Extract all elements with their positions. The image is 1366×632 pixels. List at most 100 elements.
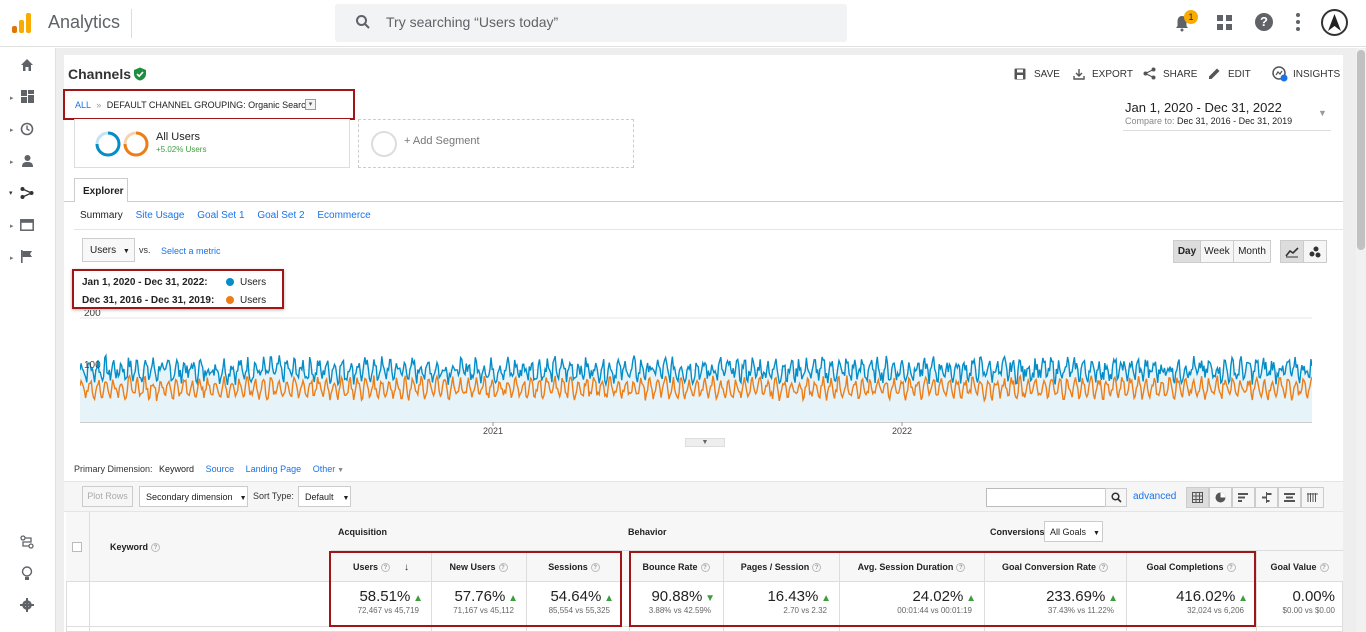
share-icon[interactable] (1143, 67, 1156, 80)
expand-arrow-icon[interactable]: ▸ (10, 95, 14, 102)
insights-icon[interactable] (1272, 66, 1288, 82)
analytics-logo-icon[interactable] (10, 11, 34, 35)
group-header-row (331, 512, 1343, 551)
expand-arrow-icon[interactable]: ▸ (10, 223, 14, 230)
help-circle-icon[interactable]: ? (1226, 563, 1236, 573)
save-icon[interactable] (1014, 68, 1026, 80)
chart-collapse-handle[interactable]: ▼ (685, 438, 725, 447)
add-segment-card[interactable] (358, 119, 634, 168)
week-button[interactable]: Week (1200, 240, 1234, 263)
column-header[interactable]: Users? ↓ (352, 562, 410, 573)
term-cloud-view-button[interactable] (1278, 487, 1301, 508)
help-circle-icon[interactable]: ? (151, 543, 161, 553)
help-circle-icon[interactable]: ? (1099, 563, 1109, 573)
help-circle-icon[interactable]: ? (700, 563, 710, 573)
dimension-source[interactable]: Source (205, 464, 235, 474)
more-vert-icon[interactable] (1296, 13, 1300, 31)
column-header[interactable]: Pages / Session? (723, 562, 839, 573)
expand-arrow-icon[interactable]: ▸ (10, 159, 14, 166)
help-circle-icon[interactable]: ? (812, 563, 822, 573)
home-icon[interactable] (20, 58, 34, 72)
column-header[interactable]: Avg. Session Duration? (839, 562, 984, 573)
clock-icon[interactable] (20, 122, 34, 136)
subtab-site-usage[interactable]: Site Usage (135, 210, 185, 221)
sort-type-select[interactable]: Default ▼ (298, 486, 351, 507)
month-button[interactable]: Month (1233, 240, 1271, 263)
breadcrumb-all-link[interactable]: ALL (75, 100, 91, 110)
date-range[interactable]: Jan 1, 2020 - Dec 31, 2022 (1125, 100, 1282, 115)
subtab-goal-set-2[interactable]: Goal Set 2 (257, 210, 305, 221)
day-button[interactable]: Day (1173, 240, 1201, 263)
apps-grid-icon[interactable] (1217, 15, 1232, 30)
column-header[interactable]: New Users? (431, 562, 526, 573)
select-all-checkbox[interactable] (72, 542, 82, 552)
scrollbar[interactable] (1356, 48, 1366, 632)
export-icon[interactable] (1073, 68, 1085, 80)
comparison-view-button[interactable] (1255, 487, 1278, 508)
sort-type-value: Default (305, 492, 334, 502)
sort-arrow-icon[interactable]: ↓ (404, 562, 410, 573)
subtab-summary[interactable]: Summary (80, 210, 123, 221)
motion-chart-toggle[interactable] (1303, 240, 1327, 263)
column-header[interactable]: Goal Completions? (1126, 562, 1256, 573)
search-input[interactable] (335, 4, 847, 42)
help-circle-icon[interactable]: ? (956, 563, 966, 573)
table-filter-input[interactable] (986, 488, 1106, 507)
save-button[interactable]: SAVE (1034, 69, 1060, 80)
add-segment-button[interactable]: + Add Segment (404, 135, 480, 147)
subtab-goal-set-1[interactable]: Goal Set 1 (197, 210, 245, 221)
pie-view-button[interactable] (1209, 487, 1232, 508)
metric-value: 58.51% (359, 588, 411, 605)
help-circle-icon[interactable]: ? (498, 563, 508, 573)
dimension-other[interactable]: Other (312, 464, 336, 474)
scrollbar-thumb[interactable] (1357, 50, 1365, 250)
help-circle-icon[interactable]: ? (590, 563, 600, 573)
export-button[interactable]: EXPORT (1092, 69, 1133, 80)
person-icon[interactable] (21, 154, 34, 167)
pivot-view-button[interactable] (1301, 487, 1324, 508)
gear-icon[interactable] (20, 598, 34, 612)
expand-arrow-icon[interactable]: ▸ (10, 127, 14, 134)
column-header[interactable]: Bounce Rate? (629, 562, 723, 573)
compare-range[interactable]: Compare to: Dec 31, 2016 - Dec 31, 2019 (1125, 116, 1292, 126)
secondary-dimension-select[interactable]: Secondary dimension ▼ (139, 486, 248, 507)
tab-explorer[interactable]: Explorer (74, 178, 128, 202)
help-icon[interactable]: ? (1255, 13, 1273, 31)
attribution-icon[interactable] (20, 535, 34, 549)
segment-delta: +5.02% Users (156, 145, 207, 154)
column-header[interactable]: Goal Conversion Rate? (984, 562, 1126, 573)
advanced-filter-link[interactable]: advanced (1133, 491, 1177, 502)
keyword-header[interactable]: Keyword? (110, 542, 161, 553)
edit-icon[interactable] (1208, 67, 1221, 80)
share-button[interactable]: SHARE (1163, 69, 1198, 80)
lightbulb-icon[interactable] (21, 566, 33, 581)
edit-button[interactable]: EDIT (1228, 69, 1251, 80)
column-header[interactable]: Sessions? (526, 562, 622, 573)
select-metric-link[interactable]: Select a metric (161, 246, 221, 256)
column-header[interactable]: Goal Value? (1256, 562, 1343, 573)
dashboard-icon[interactable] (21, 90, 34, 103)
line-chart-toggle[interactable] (1280, 240, 1304, 263)
help-circle-icon[interactable]: ? (1319, 563, 1329, 573)
goals-select[interactable]: All Goals ▼ (1044, 521, 1103, 542)
flag-icon[interactable] (21, 250, 33, 263)
plot-rows-button[interactable]: Plot Rows (82, 486, 133, 507)
insights-button[interactable]: INSIGHTS (1293, 69, 1341, 80)
dimension-landing-page[interactable]: Landing Page (245, 464, 302, 474)
help-circle-icon[interactable]: ? (381, 563, 391, 573)
dimension-keyword[interactable]: Keyword (159, 464, 195, 474)
metric-detail: 32,024 vs 6,206 (1187, 606, 1244, 615)
filter-search-button[interactable] (1105, 488, 1127, 507)
performance-view-button[interactable] (1232, 487, 1255, 508)
metric-select[interactable]: Users ▼ (82, 238, 135, 262)
breadcrumb-dropdown-icon[interactable]: ▾ (305, 99, 316, 110)
avatar[interactable] (1321, 9, 1348, 36)
data-table-view-button[interactable] (1186, 487, 1209, 508)
behavior-icon[interactable] (20, 219, 34, 231)
line-chart[interactable]: 200 100 2021 2022 (80, 310, 1312, 440)
subtab-ecommerce[interactable]: Ecommerce (317, 210, 371, 221)
date-dropdown-icon[interactable]: ▼ (1318, 108, 1327, 118)
expand-arrow-icon[interactable]: ▸ (10, 255, 14, 262)
acquisition-icon[interactable] (20, 186, 34, 200)
collapse-arrow-icon[interactable]: ▾ (9, 190, 13, 197)
